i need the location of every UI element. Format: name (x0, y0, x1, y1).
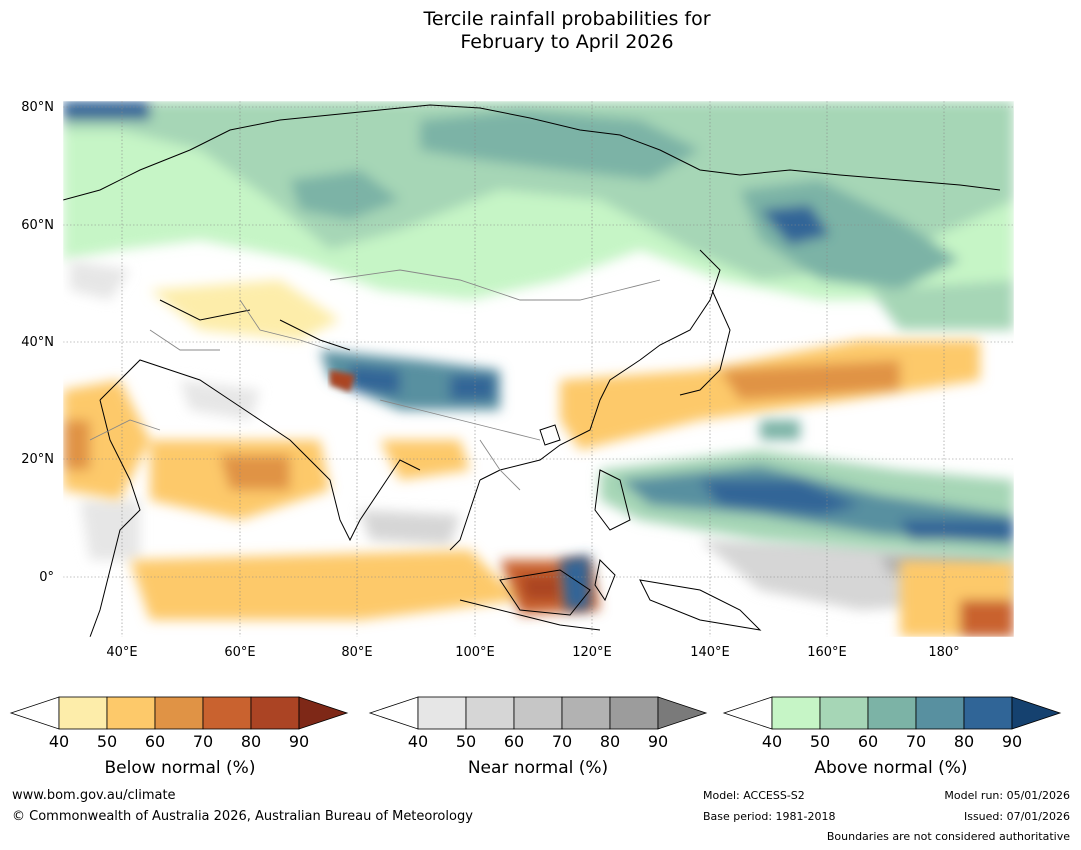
legend-above-swatch-0 (771, 696, 821, 730)
legend-near-tick-50: 50 (455, 732, 477, 751)
legend-below-high-arrow (298, 696, 349, 730)
legend-above-tick-90: 90 (1001, 732, 1023, 751)
legend-near-tick-60: 60 (503, 732, 525, 751)
lat-label-40n: 40°N (21, 335, 54, 350)
legend-near-tick-40: 40 (407, 732, 429, 751)
legend-near-tick-80: 80 (599, 732, 621, 751)
legend-below-swatch-3 (202, 696, 252, 730)
legend-below-tick-40: 40 (48, 732, 70, 751)
legend-above-high-arrow (1011, 696, 1062, 730)
chart-title: Tercile rainfall probabilities for Febru… (0, 8, 1081, 54)
legend-below-title: Below normal (%) (104, 758, 256, 778)
boundary-disclaimer: Boundaries are not considered authoritat… (826, 830, 1070, 843)
gridlines (63, 101, 1014, 637)
above-normal-tropical-regions (320, 350, 1014, 610)
legend-above-tick-40: 40 (761, 732, 783, 751)
legend-below-swatch-1 (106, 696, 156, 730)
legend-above-swatch-2 (867, 696, 917, 730)
lat-label-20n: 20°N (21, 452, 54, 467)
legend-below-swatch-0 (58, 696, 108, 730)
legend-above-tick-60: 60 (857, 732, 879, 751)
lat-label-60n: 60°N (21, 218, 54, 233)
legend-above-tick-70: 70 (905, 732, 927, 751)
model-name: Model: ACCESS-S2 (703, 789, 805, 802)
legend-above-tick-80: 80 (953, 732, 975, 751)
legend-below-low-arrow (9, 696, 60, 730)
legend-near-low-arrow (368, 696, 419, 730)
legend-below-tick-90: 90 (288, 732, 310, 751)
legend-above-title: Above normal (%) (814, 758, 968, 778)
issued-date: Issued: 07/01/2026 (963, 810, 1070, 823)
legend-above-tick-50: 50 (809, 732, 831, 751)
lon-label-160e: 160°E (807, 645, 847, 660)
legend-above-swatch-1 (819, 696, 869, 730)
lon-label-60e: 60°E (224, 645, 256, 660)
coastlines (63, 104, 1001, 637)
copyright-text: © Commonwealth of Australia 2026, Austra… (12, 809, 473, 824)
legend-below-tick-80: 80 (240, 732, 262, 751)
lat-label-0: 0° (39, 570, 54, 585)
legend-near-high-arrow (657, 696, 708, 730)
legend-near-swatch-1 (465, 696, 515, 730)
lon-label-140e: 140°E (690, 645, 730, 660)
legend-near-tick-90: 90 (647, 732, 669, 751)
legend-below-tick-60: 60 (144, 732, 166, 751)
country-boundaries (89, 269, 661, 491)
below-normal-regions (63, 280, 1014, 637)
title-line-1: Tercile rainfall probabilities for (423, 8, 711, 30)
model-run-date: Model run: 05/01/2026 (944, 789, 1070, 802)
above-normal-north-region (63, 101, 1014, 330)
base-period: Base period: 1981-2018 (703, 810, 836, 823)
legend-above-low-arrow (722, 696, 773, 730)
legend-near-swatch-4 (609, 696, 659, 730)
below-normal-himalaya (330, 370, 355, 392)
lon-label-40e: 40°E (106, 645, 138, 660)
legend-near-swatch-3 (561, 696, 611, 730)
legend-near-title: Near normal (%) (467, 758, 609, 778)
title-line-2: February to April 2026 (460, 31, 674, 53)
legend-above-swatch-3 (915, 696, 965, 730)
legend-below-tick-50: 50 (96, 732, 118, 751)
lat-label-80n: 80°N (21, 100, 54, 115)
legend-below-swatch-2 (154, 696, 204, 730)
legend-below-tick-70: 70 (192, 732, 214, 751)
lon-label-100e: 100°E (455, 645, 495, 660)
lon-label-80e: 80°E (341, 645, 373, 660)
legend-near-tick-70: 70 (551, 732, 573, 751)
lon-label-180: 180° (928, 645, 960, 660)
legend-near-swatch-0 (417, 696, 467, 730)
website-link[interactable]: www.bom.gov.au/climate (12, 788, 176, 803)
legend-above-swatch-4 (963, 696, 1013, 730)
lon-label-120e: 120°E (572, 645, 612, 660)
legend-below-swatch-4 (250, 696, 300, 730)
legend-near-swatch-2 (513, 696, 563, 730)
